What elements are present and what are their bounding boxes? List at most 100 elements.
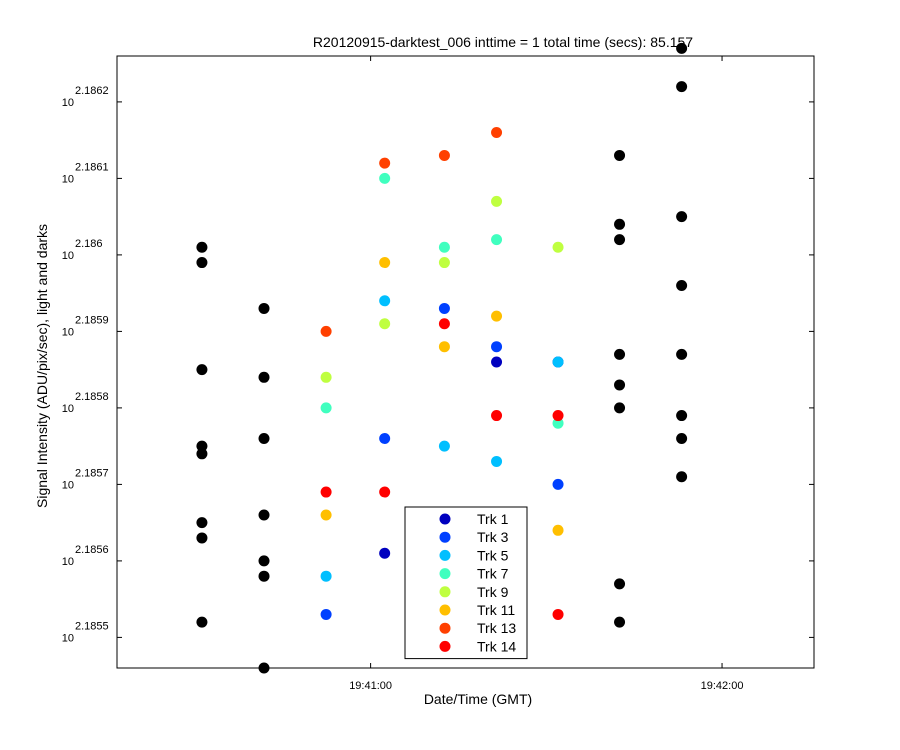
y-tick-label: 2.1859	[75, 314, 109, 326]
y-tick-base: 10	[62, 326, 74, 338]
series-2	[320, 302, 564, 620]
data-point	[320, 371, 332, 383]
legend-marker	[439, 622, 451, 634]
data-point	[614, 616, 626, 628]
data-point	[552, 241, 564, 253]
series-5	[320, 195, 564, 383]
data-point	[676, 433, 688, 444]
legend-marker	[439, 568, 451, 580]
y-tick-label: 2.1857	[75, 467, 109, 479]
x-tick-label: 19:42:00	[701, 680, 744, 692]
data-point	[491, 455, 503, 467]
data-point	[614, 234, 626, 246]
data-point	[552, 524, 564, 536]
data-point	[320, 325, 332, 337]
data-point	[258, 371, 270, 383]
data-point	[196, 532, 208, 544]
data-point	[491, 341, 503, 353]
data-point	[614, 578, 626, 590]
y-tick-label: 2.1861	[75, 161, 109, 173]
data-point	[614, 402, 626, 414]
legend-box	[404, 506, 528, 660]
data-point	[379, 318, 391, 330]
data-point	[320, 570, 332, 582]
y-tick-base: 10	[62, 556, 74, 568]
data-point	[491, 195, 503, 207]
y-tick-label: 2.1862	[75, 85, 109, 97]
data-point	[491, 356, 503, 368]
y-tick-base: 10	[62, 479, 74, 491]
data-point	[379, 172, 391, 184]
y-tick-label: 2.186	[75, 238, 103, 250]
legend-marker	[439, 640, 451, 652]
data-point	[491, 234, 503, 246]
data-point	[196, 241, 208, 253]
data-point	[614, 218, 626, 230]
data-points	[196, 42, 688, 674]
data-point	[196, 448, 208, 460]
data-point	[379, 257, 391, 269]
x-axis-label: Date/Time (GMT)	[424, 691, 532, 707]
legend-label: Trk 1	[477, 511, 509, 527]
legend-marker	[439, 586, 451, 598]
data-point	[676, 81, 688, 93]
data-point	[552, 356, 564, 368]
data-point	[258, 662, 270, 674]
data-point	[676, 42, 688, 54]
data-point	[491, 127, 503, 138]
data-point	[258, 433, 270, 444]
data-point	[438, 440, 450, 452]
data-point	[379, 547, 391, 559]
legend-marker	[439, 513, 451, 525]
y-tick-base: 10	[62, 173, 74, 185]
y-tick-base: 10	[62, 632, 74, 644]
data-point	[320, 402, 332, 414]
data-point	[491, 310, 503, 322]
data-point	[438, 318, 450, 330]
data-point	[379, 486, 391, 498]
legend-label: Trk 3	[477, 529, 509, 545]
series-7	[320, 127, 503, 337]
data-point	[614, 379, 626, 391]
legend-label: Trk 13	[477, 620, 516, 636]
data-point	[676, 471, 688, 483]
data-point	[438, 241, 450, 253]
data-point	[438, 341, 450, 353]
legend-label: Trk 9	[477, 584, 509, 600]
data-point	[438, 302, 450, 314]
data-point	[552, 410, 564, 422]
legend-marker	[439, 604, 451, 616]
legend-label: Trk 5	[477, 547, 509, 563]
chart-title: R20120915-darktest_006 inttime = 1 total…	[313, 34, 693, 50]
data-point	[320, 509, 332, 521]
data-point	[196, 440, 208, 452]
data-point	[438, 257, 450, 269]
series-0	[196, 42, 688, 674]
data-point	[258, 302, 270, 314]
data-point	[196, 616, 208, 628]
legend-label: Trk 7	[477, 566, 509, 582]
data-point	[258, 570, 270, 582]
data-point	[438, 149, 450, 161]
data-point	[614, 348, 626, 360]
data-point	[552, 478, 564, 490]
series-6	[320, 257, 564, 536]
data-point	[196, 257, 208, 269]
x-tick-label: 19:41:00	[349, 680, 392, 692]
series-8	[320, 318, 564, 620]
data-point	[552, 608, 564, 620]
data-point	[552, 417, 564, 429]
series-3	[320, 295, 564, 582]
data-point	[676, 211, 688, 223]
data-point	[196, 517, 208, 529]
y-tick-base: 10	[62, 403, 74, 415]
y-axis-label: Signal Intensity (ADU/pix/sec), light an…	[34, 224, 50, 508]
data-point	[320, 608, 332, 620]
legend-marker	[439, 549, 451, 561]
data-point	[379, 157, 391, 169]
data-point	[676, 348, 688, 360]
data-point	[320, 486, 332, 498]
data-point	[379, 295, 391, 307]
data-point	[379, 433, 391, 444]
